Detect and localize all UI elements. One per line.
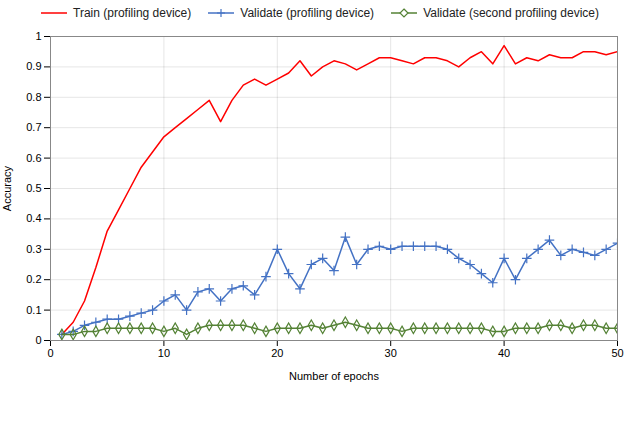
svg-text:0.3: 0.3 xyxy=(26,243,41,255)
svg-text:0.9: 0.9 xyxy=(26,60,41,72)
svg-text:0.5: 0.5 xyxy=(26,182,41,194)
html-text:Validate (profiling device): Validate (profiling device) xyxy=(240,6,375,20)
html-text:Validate (second profiling dev: Validate (second profiling device) xyxy=(423,6,599,20)
svg-text:40: 40 xyxy=(498,347,510,359)
svg-text:0: 0 xyxy=(35,334,41,346)
html-text:Train (profiling device): Train (profiling device) xyxy=(73,6,192,20)
svg-text:0.7: 0.7 xyxy=(26,121,41,133)
svg-text:20: 20 xyxy=(271,347,283,359)
svg-text:0.1: 0.1 xyxy=(26,304,41,316)
svg-text:Accuracy: Accuracy xyxy=(1,165,13,211)
svg-text:0: 0 xyxy=(47,347,53,359)
svg-text:30: 30 xyxy=(385,347,397,359)
svg-text:10: 10 xyxy=(158,347,170,359)
svg-text:50: 50 xyxy=(611,347,623,359)
svg-text:0.2: 0.2 xyxy=(26,273,41,285)
svg-text:0.6: 0.6 xyxy=(26,152,41,164)
svg-text:0.8: 0.8 xyxy=(26,91,41,103)
svg-text:0.4: 0.4 xyxy=(26,212,41,224)
svg-text:1: 1 xyxy=(35,30,41,42)
svg-text:Number of epochs: Number of epochs xyxy=(289,370,379,382)
